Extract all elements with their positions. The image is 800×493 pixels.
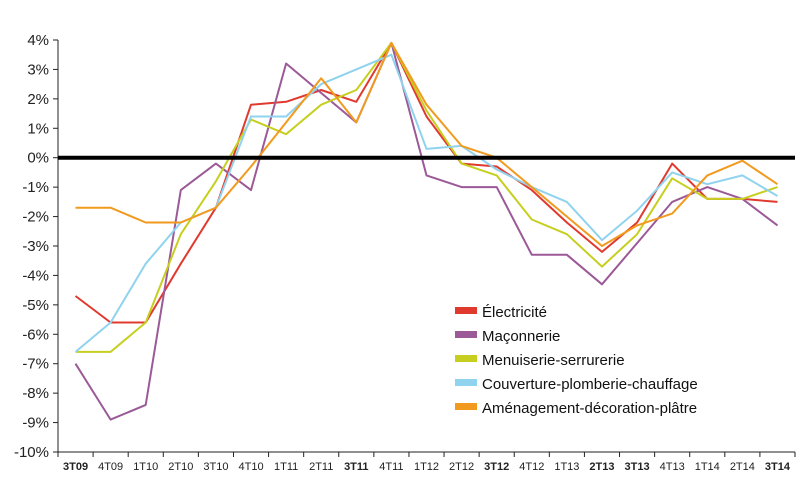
y-tick-label: 1% [27, 120, 49, 137]
y-tick-label: -3% [22, 238, 49, 255]
y-tick-label: -9% [22, 415, 49, 432]
x-tick-label: 1T11 [274, 461, 298, 473]
y-tick-label: -2% [22, 209, 49, 226]
x-tick-label: 3T14 [765, 461, 791, 473]
x-tick-label: 3T11 [344, 461, 368, 473]
x-tick-label: 4T10 [238, 461, 263, 473]
y-tick-label: -7% [22, 356, 49, 373]
y-tick-label: -10% [14, 444, 49, 461]
x-tick-label: 3T13 [625, 461, 650, 473]
x-tick-label: 2T13 [589, 461, 614, 473]
legend-label: Couverture-plomberie-chauffage [482, 376, 698, 393]
legend: Électricité Maçonnerie Menuiserie-serrurer… [455, 304, 698, 417]
series-line-3 [75, 41, 778, 353]
legend-swatch [455, 307, 477, 314]
legend-swatch [455, 403, 477, 410]
y-tick-label: 0% [27, 150, 49, 167]
x-tick-label: 3T10 [203, 461, 228, 473]
x-tick-label: 2T10 [168, 461, 193, 473]
legend-label: Maçonnerie [482, 328, 560, 345]
series-line-1 [74, 41, 778, 324]
x-tick-label: 2T11 [309, 461, 333, 473]
legend-label: Menuiserie-serrurerie [482, 352, 625, 369]
legend-swatch [455, 379, 477, 386]
y-tick-label: 4% [27, 32, 49, 49]
x-tick-label: 4T11 [379, 461, 403, 473]
legend-label: Électricité [482, 304, 547, 321]
series-line-5 [75, 41, 779, 247]
x-tick-label: 2T14 [730, 461, 755, 473]
x-tick-label: 1T12 [414, 461, 439, 473]
y-tick-label: -5% [22, 297, 49, 314]
y-tick-label: -1% [22, 179, 49, 196]
x-tick-label: 2T12 [449, 461, 474, 473]
legend-label: Aménagement-décoration-plâtre [482, 400, 697, 417]
x-tick-label: 1T13 [554, 461, 579, 473]
y-tick-label: 3% [27, 61, 49, 78]
x-tick-label: 1T10 [133, 461, 158, 473]
x-tick-label: 1T14 [695, 461, 720, 473]
axes: 4% 3% 2% 1% 0% -1% -2% -3% -4% -5% -6% -7% -8% -9% -10… [14, 32, 796, 473]
x-tick-label: 3T12 [484, 461, 509, 473]
y-tick-label: -6% [22, 326, 49, 343]
x-tick-label: 4T09 [98, 461, 123, 473]
x-tick-label: 4T13 [660, 461, 685, 473]
y-tick-label: -8% [22, 385, 49, 402]
x-tick-label: 3T09 [63, 461, 88, 473]
series-lines [74, 41, 779, 421]
y-tick-label: -4% [22, 267, 49, 284]
y-tick-label: 2% [27, 91, 49, 108]
legend-swatch [455, 331, 477, 338]
legend-swatch [455, 355, 477, 362]
series-line-2 [74, 41, 779, 421]
x-tick-label: 4T12 [519, 461, 544, 473]
